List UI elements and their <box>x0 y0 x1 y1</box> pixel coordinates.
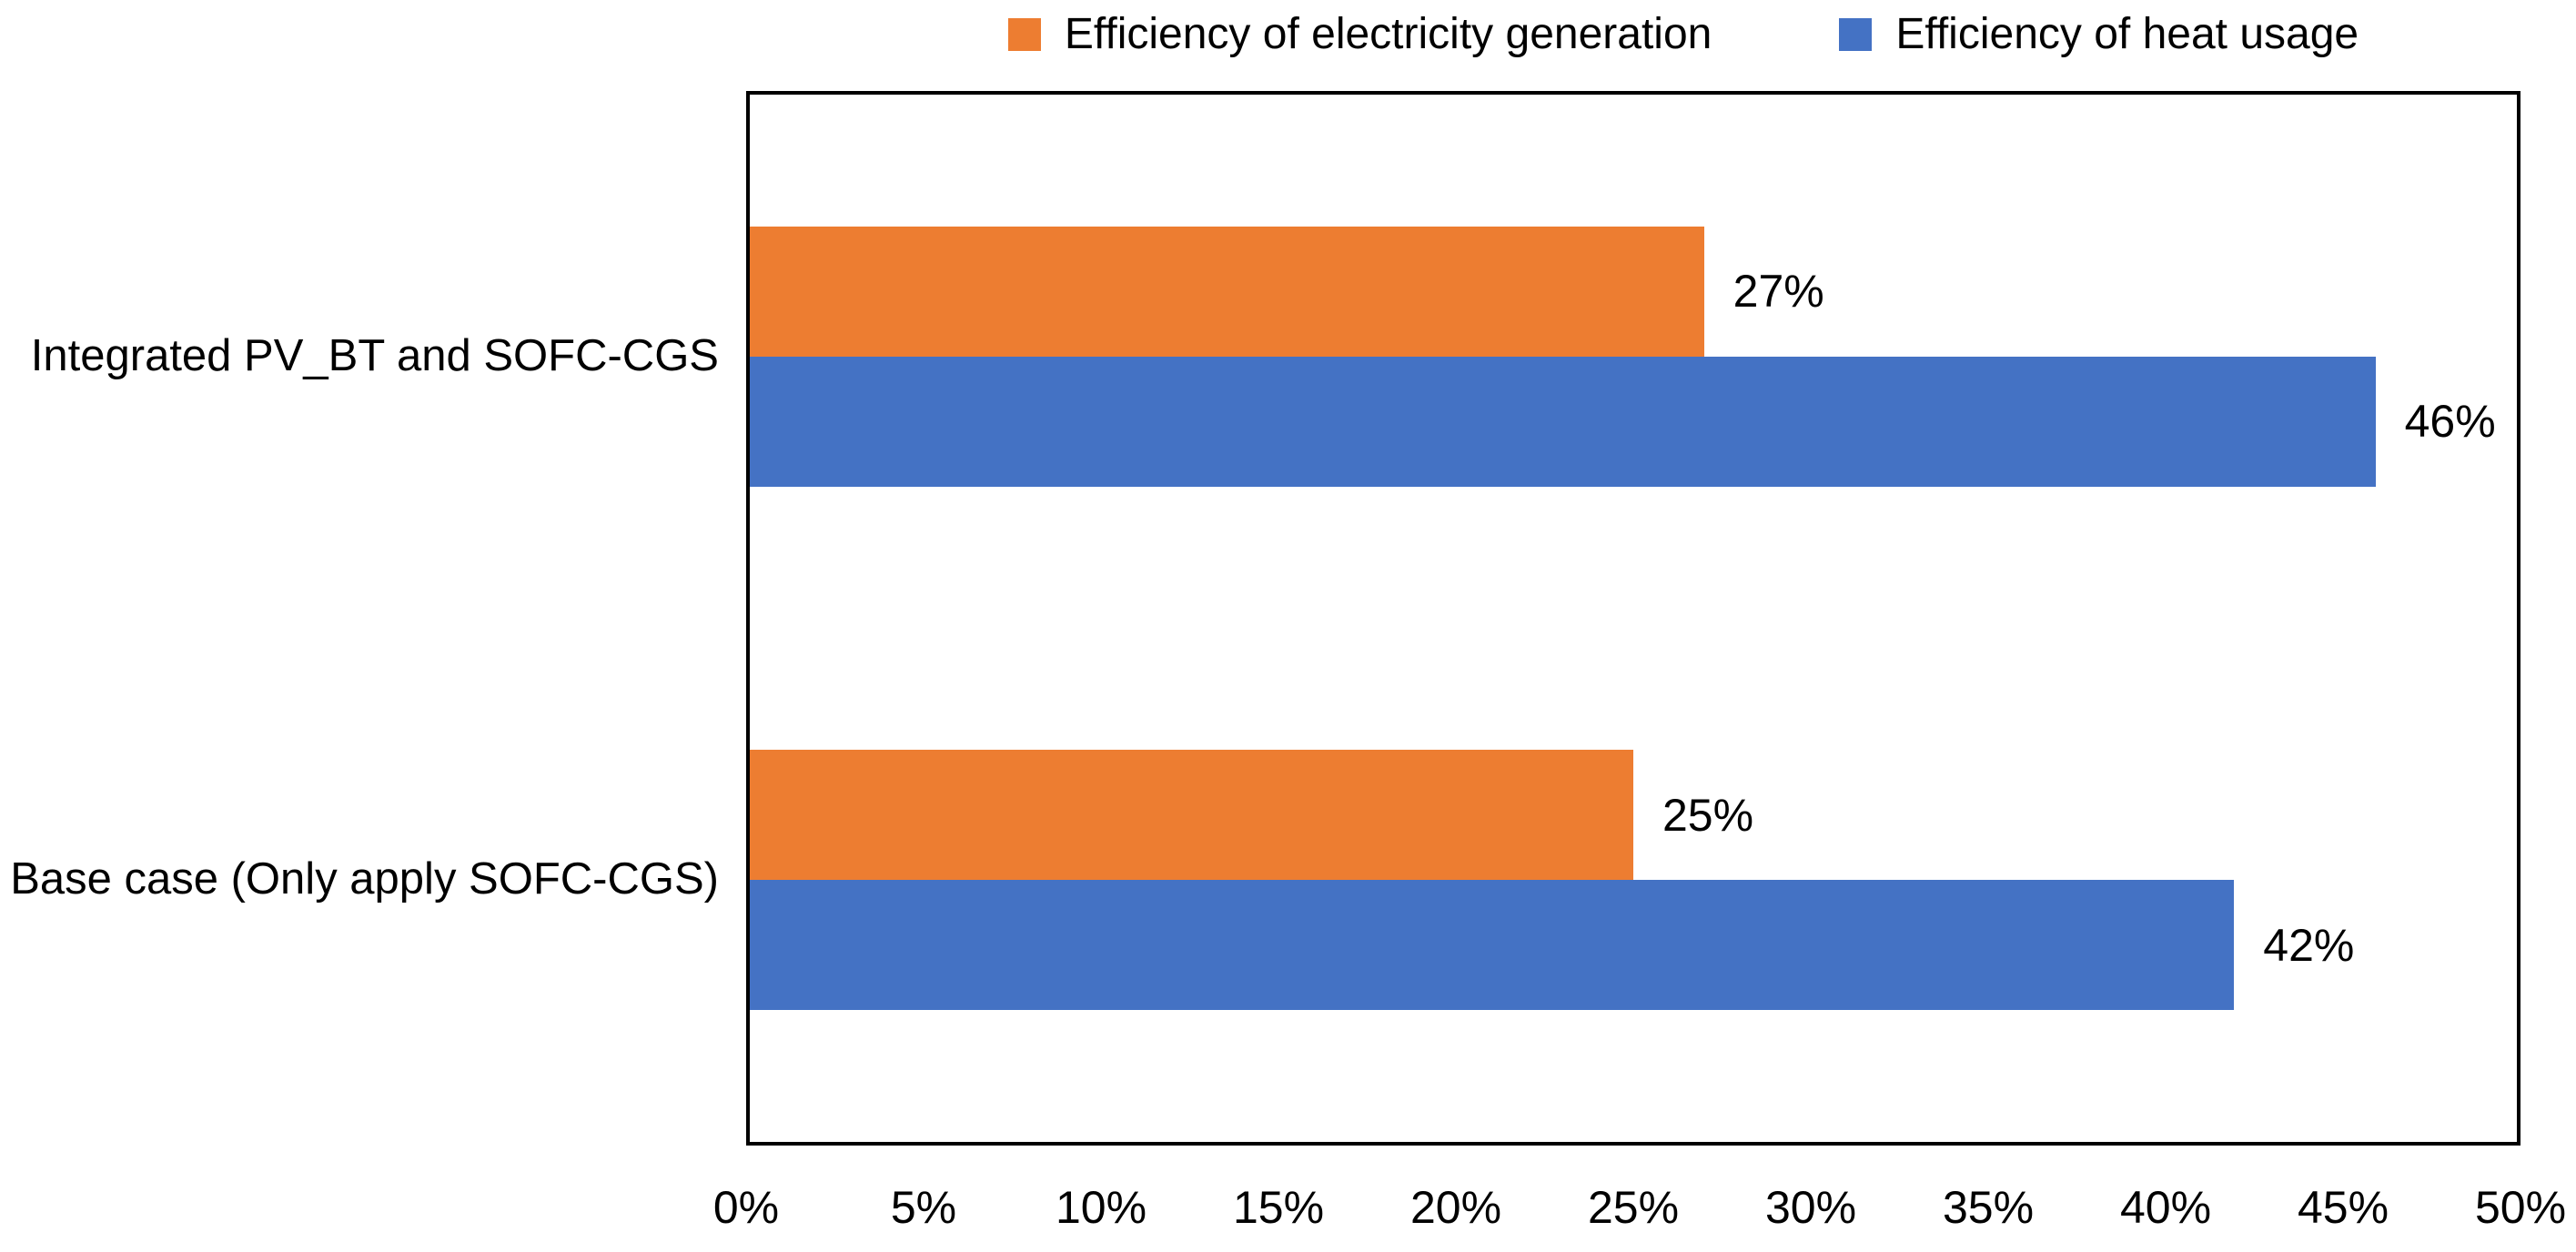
x-axis-tick-label: 0% <box>712 1182 780 1233</box>
bar <box>750 750 1633 881</box>
x-axis-tick-label: 25% <box>1587 1182 1680 1233</box>
x-axis-tick-label: 5% <box>890 1182 957 1233</box>
bar <box>750 226 1704 357</box>
bar-value-label: 27% <box>1732 266 1824 318</box>
x-axis-tick-label: 10% <box>1055 1182 1147 1233</box>
x-axis-tick-label: 35% <box>1942 1182 2035 1233</box>
x-axis: 0% 5% 10% 15% 20% 25% 30% 35% 40% 45% 50% <box>713 1182 2566 1241</box>
legend-swatch-blue-icon <box>1839 17 1873 51</box>
x-axis-tick-label: 15% <box>1232 1182 1325 1233</box>
plot-area: 27% 25% 46% 42% <box>746 91 2520 1146</box>
legend-label-heat-usage: Efficiency of heat usage <box>1895 9 2359 58</box>
chart-legend: Efficiency of electricity generation Eff… <box>819 5 2548 64</box>
x-axis-tick-label: 45% <box>2297 1182 2389 1233</box>
x-axis-tick-label: 50% <box>2474 1182 2567 1233</box>
legend-item-heat-usage: Efficiency of heat usage <box>1839 9 2359 59</box>
legend-swatch-orange-icon <box>1007 17 1041 51</box>
bar-value-label: 25% <box>1662 789 1754 841</box>
legend-label-electricity-generation: Efficiency of electricity generation <box>1064 9 1712 58</box>
legend-item-electricity-generation: Efficiency of electricity generation <box>1007 9 1712 59</box>
x-axis-tick-label: 20% <box>1409 1182 1502 1233</box>
bar-value-label: 42% <box>2263 919 2355 971</box>
x-axis-tick-label: 40% <box>2119 1182 2212 1233</box>
x-axis-tick-label: 30% <box>1764 1182 1857 1233</box>
bar <box>750 880 2235 1011</box>
category-label-base-case-sofc-cgs: Base case (Only apply SOFC-CGS) <box>10 854 719 904</box>
category-label-integrated-pv-bt-sofc-cgs: Integrated PV_BT and SOFC-CGS <box>30 331 719 381</box>
bar <box>750 356 2376 487</box>
bar-value-label: 46% <box>2404 396 2496 448</box>
